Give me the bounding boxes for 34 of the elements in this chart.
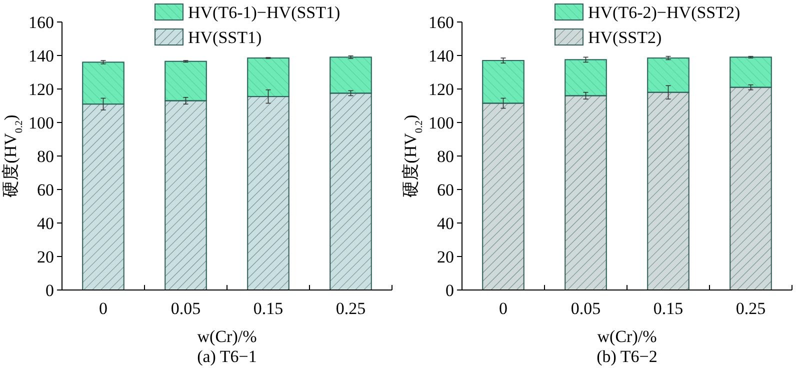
y-tick-label: 0 [46,280,54,300]
x-tick-label: 0.25 [336,299,366,318]
x-tick-label: 0.25 [736,299,766,318]
x-tick-label: 0.05 [570,299,601,318]
y-tick-label: 40 [37,214,54,233]
y-tick-label: 100 [428,113,454,132]
y-tick-label: 120 [428,80,454,99]
text: (b) T6−2 [596,347,658,366]
x-axis-title: w(Cr)/% [197,327,257,346]
x-tick-label: 0.05 [170,299,201,318]
legend-label: HV(SST1) [188,28,262,47]
x-tick-label: 0 [99,299,108,318]
y-tick-label: 60 [37,180,54,200]
y-tick-label: 60 [437,180,454,200]
x-tick-label: 0.15 [253,299,284,318]
legend-label: HV(T6-2)−HV(SST2) [588,3,740,22]
y-tick-label: 160 [428,12,454,32]
legend-label: HV(SST2) [588,28,662,47]
y-tick-label: 80 [37,146,54,166]
y-tick-label: 140 [28,46,54,66]
y-tick-label: 80 [437,146,454,166]
y-tick-label: 0 [446,280,454,300]
x-axis-title: w(Cr)/% [597,327,657,346]
legend-label: HV(T6-1)−HV(SST1) [188,3,340,22]
y-tick-label: 40 [437,214,454,233]
y-tick-label: 100 [28,113,54,132]
y-tick-label: 140 [428,46,454,66]
y-tick-label: 20 [37,247,54,266]
text: (a) T6−1 [197,347,257,366]
y-tick-label: 120 [28,80,54,99]
x-tick-label: 0.15 [653,299,684,318]
x-tick-label: 0 [499,299,508,318]
y-tick-label: 160 [28,12,54,32]
y-tick-label: 20 [437,247,454,266]
